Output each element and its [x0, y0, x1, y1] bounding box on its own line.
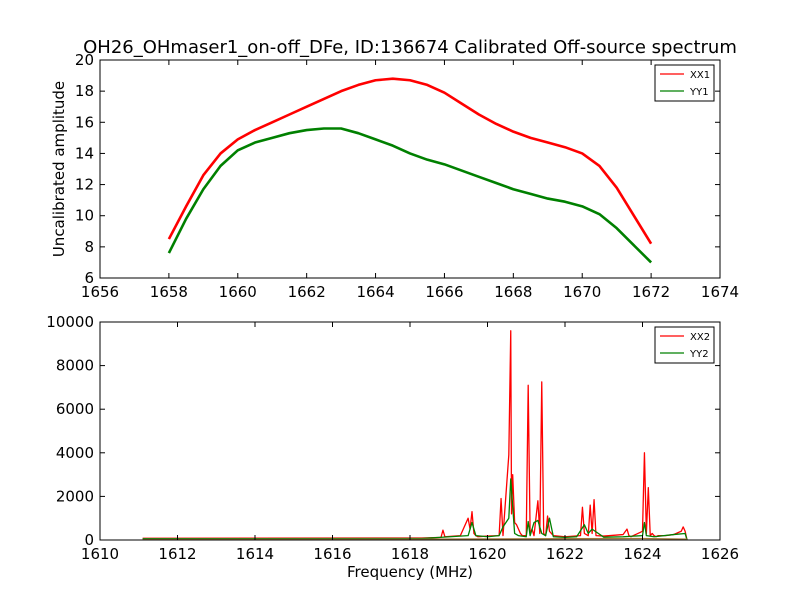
top-x-tick-label: 1664	[356, 283, 394, 301]
top-x-tick-label: 1656	[81, 283, 119, 301]
top-axes-frame	[99, 59, 721, 279]
top-y-tick-label: 18	[75, 82, 94, 100]
bottom-x-tick-label: 1622	[546, 545, 584, 563]
bottom-axes-frame	[99, 321, 721, 541]
bottom-x-tick-label: 1612	[158, 545, 196, 563]
bottom-legend-label-yy2: YY2	[689, 349, 709, 360]
top-series-line-xx1	[167, 77, 653, 245]
top-y-tick-label: 16	[75, 113, 94, 131]
top-x-tick-label: 1662	[288, 283, 326, 301]
top-y-tick-label: 6	[84, 269, 94, 287]
bottom-x-tick-label: 1620	[468, 545, 506, 563]
bottom-legend-label-xx2: XX2	[690, 332, 710, 343]
top-y-tick-label: 10	[75, 207, 94, 225]
bottom-x-tick-label: 1610	[81, 545, 119, 563]
top-series-line-yy1	[167, 127, 653, 264]
figure-title: OH26_OHmaser1_on-off_DFe, ID:136674 Cali…	[83, 37, 737, 58]
bottom-x-axis-label: Frequency (MHz)	[347, 563, 473, 581]
top-y-tick-label: 14	[75, 144, 94, 162]
bottom-legend: XX2 YY2	[654, 326, 715, 364]
bottom-y-tick-label: 8000	[56, 357, 94, 375]
bottom-y-tick-label: 10000	[46, 313, 94, 331]
bottom-x-tick-label: 1626	[701, 545, 739, 563]
top-y-tick-label: 12	[75, 176, 94, 194]
top-legend-box	[654, 64, 715, 102]
bottom-x-tick-label: 1614	[236, 545, 274, 563]
bottom-x-tick-label: 1624	[623, 545, 661, 563]
top-y-tick-label: 20	[75, 51, 94, 69]
bottom-x-tick-label: 1618	[391, 545, 429, 563]
bottom-y-tick-label: 0	[84, 531, 94, 549]
bottom-x-tick-label: 1616	[313, 545, 351, 563]
top-x-tick-label: 1672	[632, 283, 670, 301]
top-y-tick-label: 8	[84, 238, 94, 256]
top-x-tick-label: 1666	[425, 283, 463, 301]
bottom-series-line-xx2	[142, 330, 688, 540]
bottom-legend-box	[654, 326, 715, 364]
top-x-tick-label: 1660	[219, 283, 257, 301]
bottom-series-line-baseline	[142, 537, 688, 540]
bottom-y-tick-label: 6000	[56, 400, 94, 418]
bottom-y-tick-label: 2000	[56, 487, 94, 505]
bottom-plot: 1610 1612 1614 1616 1618 1620 1622 1624 1626 0 200…	[46, 313, 739, 563]
bottom-series-line-yy2	[142, 478, 688, 540]
top-legend-label-xx1: XX1	[690, 70, 710, 81]
top-y-axis-label: Uncalibrated amplitude	[50, 81, 68, 257]
bottom-y-tick-label: 4000	[56, 444, 94, 462]
top-x-tick-label: 1658	[150, 283, 188, 301]
top-x-tick-label: 1674	[701, 283, 739, 301]
top-legend-label-yy1: YY1	[689, 87, 709, 98]
top-plot: 1656 1658 1660 1662 1664 1666 1668 1670 1672 1674…	[75, 51, 739, 301]
top-x-tick-label: 1670	[563, 283, 601, 301]
top-x-tick-label: 1668	[494, 283, 532, 301]
top-legend: XX1 YY1	[654, 64, 715, 102]
